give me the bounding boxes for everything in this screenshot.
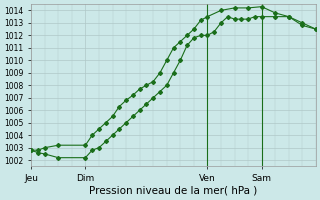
X-axis label: Pression niveau de la mer( hPa ): Pression niveau de la mer( hPa ) [89,186,258,196]
